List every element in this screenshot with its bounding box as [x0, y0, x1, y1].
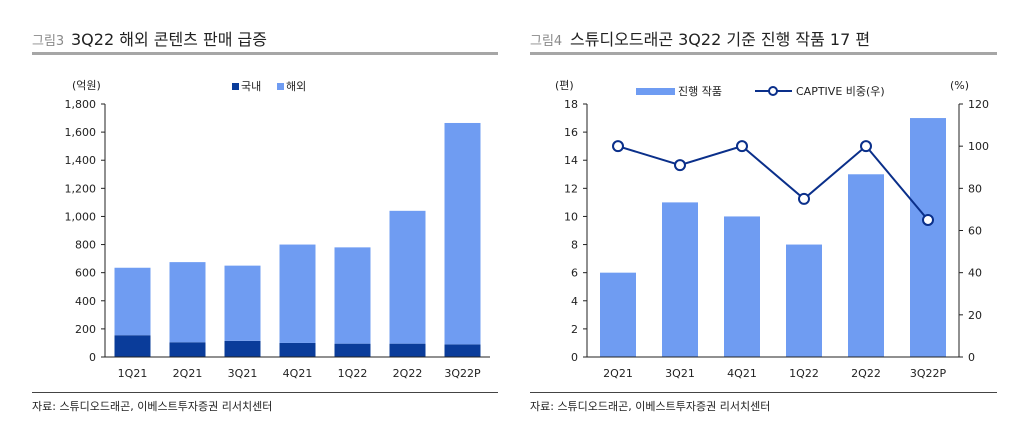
y2-tick-label: 100 — [968, 140, 989, 153]
y-tick-label-left: 1,200 — [65, 182, 97, 195]
bar-overseas — [114, 267, 151, 336]
fig-label-right: 그림4 — [530, 34, 562, 49]
x-tick-label-left: 1Q21 — [118, 367, 148, 380]
bar-projects — [600, 272, 636, 357]
y-tick-label-right-chart: 14 — [564, 154, 578, 167]
y-tick-label-right-chart: 6 — [571, 267, 578, 280]
x-tick-label-right-chart: 2Q22 — [851, 367, 881, 380]
source-rule-left — [32, 392, 498, 393]
y2-tick-label: 80 — [968, 182, 982, 195]
legend-marker-captive — [768, 86, 778, 96]
bar-projects — [848, 174, 884, 357]
y-tick-label-left: 1,000 — [65, 210, 97, 223]
y2-tick-label: 20 — [968, 309, 982, 322]
fig-label-left: 그림3 — [32, 34, 64, 49]
captive-point — [860, 140, 872, 153]
y-tick-label-left: 1,400 — [65, 154, 97, 167]
x-tick-label-right-chart: 4Q21 — [727, 367, 757, 380]
legend-swatch-domestic — [232, 83, 239, 90]
bar-overseas — [279, 244, 316, 343]
captive-point — [736, 140, 748, 153]
y2-tick-label: 0 — [968, 351, 975, 364]
title-rule-left — [32, 52, 498, 55]
y-tick-label-right-chart: 12 — [564, 182, 578, 195]
y-tick-label-left: 800 — [75, 239, 96, 252]
bar-overseas — [169, 262, 206, 343]
captive-point — [922, 213, 934, 226]
y-tick-label-left: 1,800 — [65, 98, 97, 111]
y-tick-label-left: 200 — [75, 323, 96, 336]
x-tick-label-left: 3Q21 — [228, 367, 258, 380]
x-tick-label-right-chart: 1Q22 — [789, 367, 819, 380]
source-left: 자료: 스튜디오드래곤, 이베스트투자증권 리서치센터 — [32, 400, 272, 413]
title-rule-right — [530, 52, 997, 55]
x-tick-label-left: 2Q22 — [393, 367, 423, 380]
captive-point — [798, 192, 810, 205]
bar-domestic — [169, 342, 206, 357]
y-tick-label-left: 600 — [75, 267, 96, 280]
bar-projects — [662, 202, 698, 357]
y-tick-label-right-chart: 4 — [571, 295, 578, 308]
chart-title-left: 3Q22 해외 콘텐츠 판매 급증 — [71, 30, 267, 49]
y-tick-label-right-chart: 16 — [564, 126, 578, 139]
bar-projects — [786, 244, 822, 357]
y-tick-label-right-chart: 8 — [571, 239, 578, 252]
y-axis-label-right-left: (편) — [555, 79, 574, 92]
x-tick-label-right-chart: 3Q21 — [665, 367, 695, 380]
y2-tick-label: 40 — [968, 267, 982, 280]
bar-domestic — [334, 343, 371, 357]
bar-domestic — [114, 335, 151, 357]
bar-overseas — [389, 210, 426, 344]
x-tick-label-right-chart: 2Q21 — [603, 367, 633, 380]
legend-swatch-projects — [636, 88, 675, 95]
bar-overseas — [224, 265, 261, 341]
x-tick-label-left: 1Q22 — [338, 367, 368, 380]
x-tick-label-left: 4Q21 — [283, 367, 313, 380]
source-rule-right — [530, 392, 997, 393]
x-tick-label-left: 2Q21 — [173, 367, 203, 380]
legend-swatch-overseas — [277, 83, 284, 90]
x-tick-label-left: 3Q22P — [444, 367, 481, 380]
captive-point — [674, 159, 686, 172]
x-tick-label-right-chart: 3Q22P — [910, 367, 947, 380]
bar-projects — [724, 216, 760, 357]
legend-label-domestic: 국내 — [241, 80, 261, 93]
y-tick-label-right-chart: 0 — [571, 351, 578, 364]
y2-tick-label: 120 — [968, 98, 989, 111]
y-tick-label-right-chart: 18 — [564, 98, 578, 111]
source-right: 자료: 스튜디오드래곤, 이베스트투자증권 리서치센터 — [530, 400, 770, 413]
y-tick-label-left: 400 — [75, 295, 96, 308]
bar-domestic — [444, 344, 481, 357]
y-tick-label-right-chart: 2 — [571, 323, 578, 336]
bar-overseas — [334, 247, 371, 344]
y2-tick-label: 60 — [968, 225, 982, 238]
bar-projects — [910, 118, 946, 357]
y-axis-label-left: (억원) — [72, 79, 101, 92]
legend-label-overseas: 해외 — [286, 79, 306, 93]
bar-domestic — [389, 343, 426, 357]
chart-title-right: 스튜디오드래곤 3Q22 기준 진행 작품 17 편 — [570, 30, 870, 49]
legend-label-captive: CAPTIVE 비중(우) — [796, 85, 885, 98]
captive-line — [617, 144, 929, 221]
bar-domestic — [279, 342, 316, 357]
y-tick-label-left: 1,600 — [65, 126, 97, 139]
bar-overseas — [444, 122, 481, 345]
y-tick-label-left: 0 — [89, 351, 96, 364]
legend-label-projects: 진행 작품 — [678, 85, 722, 98]
y2-axis-label: (%) — [950, 79, 969, 92]
bar-domestic — [224, 340, 261, 357]
y-tick-label-right-chart: 10 — [564, 210, 578, 223]
captive-point — [612, 140, 624, 153]
